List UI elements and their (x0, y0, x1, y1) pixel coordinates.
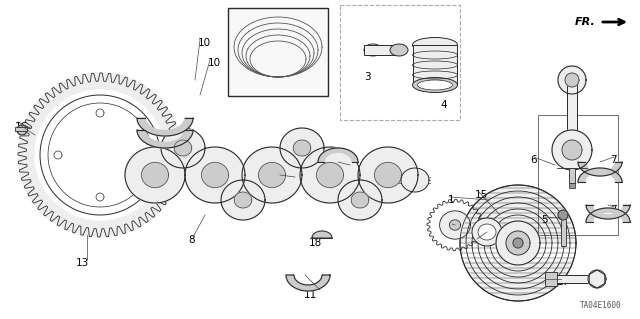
Polygon shape (35, 90, 165, 220)
Polygon shape (374, 162, 401, 188)
Text: 18: 18 (309, 238, 323, 248)
Polygon shape (161, 128, 205, 168)
Polygon shape (562, 140, 582, 160)
Text: 10: 10 (198, 38, 211, 48)
Polygon shape (17, 125, 27, 135)
Text: 4: 4 (440, 100, 447, 110)
Ellipse shape (417, 80, 452, 90)
Polygon shape (259, 162, 285, 188)
Text: 13: 13 (76, 258, 88, 268)
Text: 4: 4 (378, 45, 385, 55)
Polygon shape (185, 147, 245, 203)
Polygon shape (449, 220, 461, 230)
Bar (545, 275, 595, 283)
Text: 16: 16 (15, 122, 28, 132)
Text: 6: 6 (530, 155, 536, 165)
Bar (413, 45, 457, 85)
Text: 5: 5 (541, 215, 548, 225)
Polygon shape (586, 208, 630, 222)
Text: 1: 1 (448, 195, 454, 205)
Polygon shape (235, 175, 284, 208)
Polygon shape (286, 275, 330, 291)
Ellipse shape (472, 218, 502, 246)
Text: 8: 8 (188, 235, 195, 245)
Polygon shape (300, 147, 360, 203)
Polygon shape (312, 231, 332, 238)
Text: 11: 11 (303, 290, 317, 300)
Polygon shape (351, 192, 369, 208)
Text: 10: 10 (208, 58, 221, 68)
Polygon shape (558, 210, 568, 220)
Bar (364, 45, 399, 55)
Polygon shape (125, 147, 185, 203)
Polygon shape (401, 168, 429, 192)
Polygon shape (565, 73, 579, 87)
Ellipse shape (364, 44, 382, 56)
Text: 9: 9 (345, 163, 351, 173)
Polygon shape (138, 151, 146, 159)
Polygon shape (460, 243, 576, 260)
Polygon shape (200, 163, 251, 205)
Polygon shape (174, 140, 192, 156)
Polygon shape (558, 66, 586, 94)
Polygon shape (588, 270, 606, 288)
Bar (228, 8, 328, 96)
Polygon shape (257, 138, 310, 175)
Polygon shape (54, 151, 62, 159)
Text: TA04E1600: TA04E1600 (580, 301, 622, 310)
Polygon shape (506, 231, 530, 255)
Polygon shape (358, 147, 418, 203)
Bar (340, 5, 460, 120)
Text: 12: 12 (448, 222, 461, 232)
Polygon shape (234, 192, 252, 208)
Polygon shape (140, 138, 191, 175)
Polygon shape (40, 95, 160, 215)
Polygon shape (18, 73, 182, 237)
Polygon shape (202, 162, 228, 188)
Bar (15, 127, 27, 131)
Bar (569, 183, 575, 188)
Bar (569, 168, 575, 183)
Text: FR.: FR. (575, 17, 596, 27)
Ellipse shape (478, 224, 496, 240)
Polygon shape (338, 180, 382, 220)
Polygon shape (578, 168, 622, 182)
Polygon shape (440, 211, 470, 239)
Bar (561, 218, 566, 246)
Polygon shape (96, 193, 104, 201)
Polygon shape (552, 130, 592, 170)
Bar (538, 115, 618, 235)
Polygon shape (293, 140, 311, 156)
Polygon shape (137, 118, 193, 136)
Polygon shape (513, 238, 523, 248)
Polygon shape (141, 162, 168, 188)
Polygon shape (221, 180, 265, 220)
Polygon shape (352, 175, 400, 208)
Polygon shape (586, 205, 630, 219)
Polygon shape (96, 109, 104, 117)
Ellipse shape (413, 38, 458, 53)
Ellipse shape (413, 78, 458, 93)
Text: 15: 15 (475, 190, 488, 200)
Ellipse shape (390, 44, 408, 56)
Polygon shape (317, 162, 344, 188)
Polygon shape (137, 130, 193, 148)
Polygon shape (242, 147, 302, 203)
Polygon shape (496, 221, 540, 265)
Text: 17: 17 (557, 277, 570, 287)
Bar (545, 272, 557, 286)
Polygon shape (578, 162, 622, 176)
Text: 2: 2 (280, 175, 286, 185)
Polygon shape (280, 128, 324, 168)
Polygon shape (315, 163, 368, 205)
Polygon shape (318, 148, 358, 162)
Text: 14: 14 (473, 237, 486, 247)
Polygon shape (294, 140, 342, 185)
Polygon shape (460, 185, 576, 301)
Bar (567, 80, 577, 150)
Polygon shape (175, 140, 227, 185)
Text: 7: 7 (610, 155, 616, 165)
Text: 3: 3 (364, 72, 371, 82)
Text: 7: 7 (610, 205, 616, 215)
